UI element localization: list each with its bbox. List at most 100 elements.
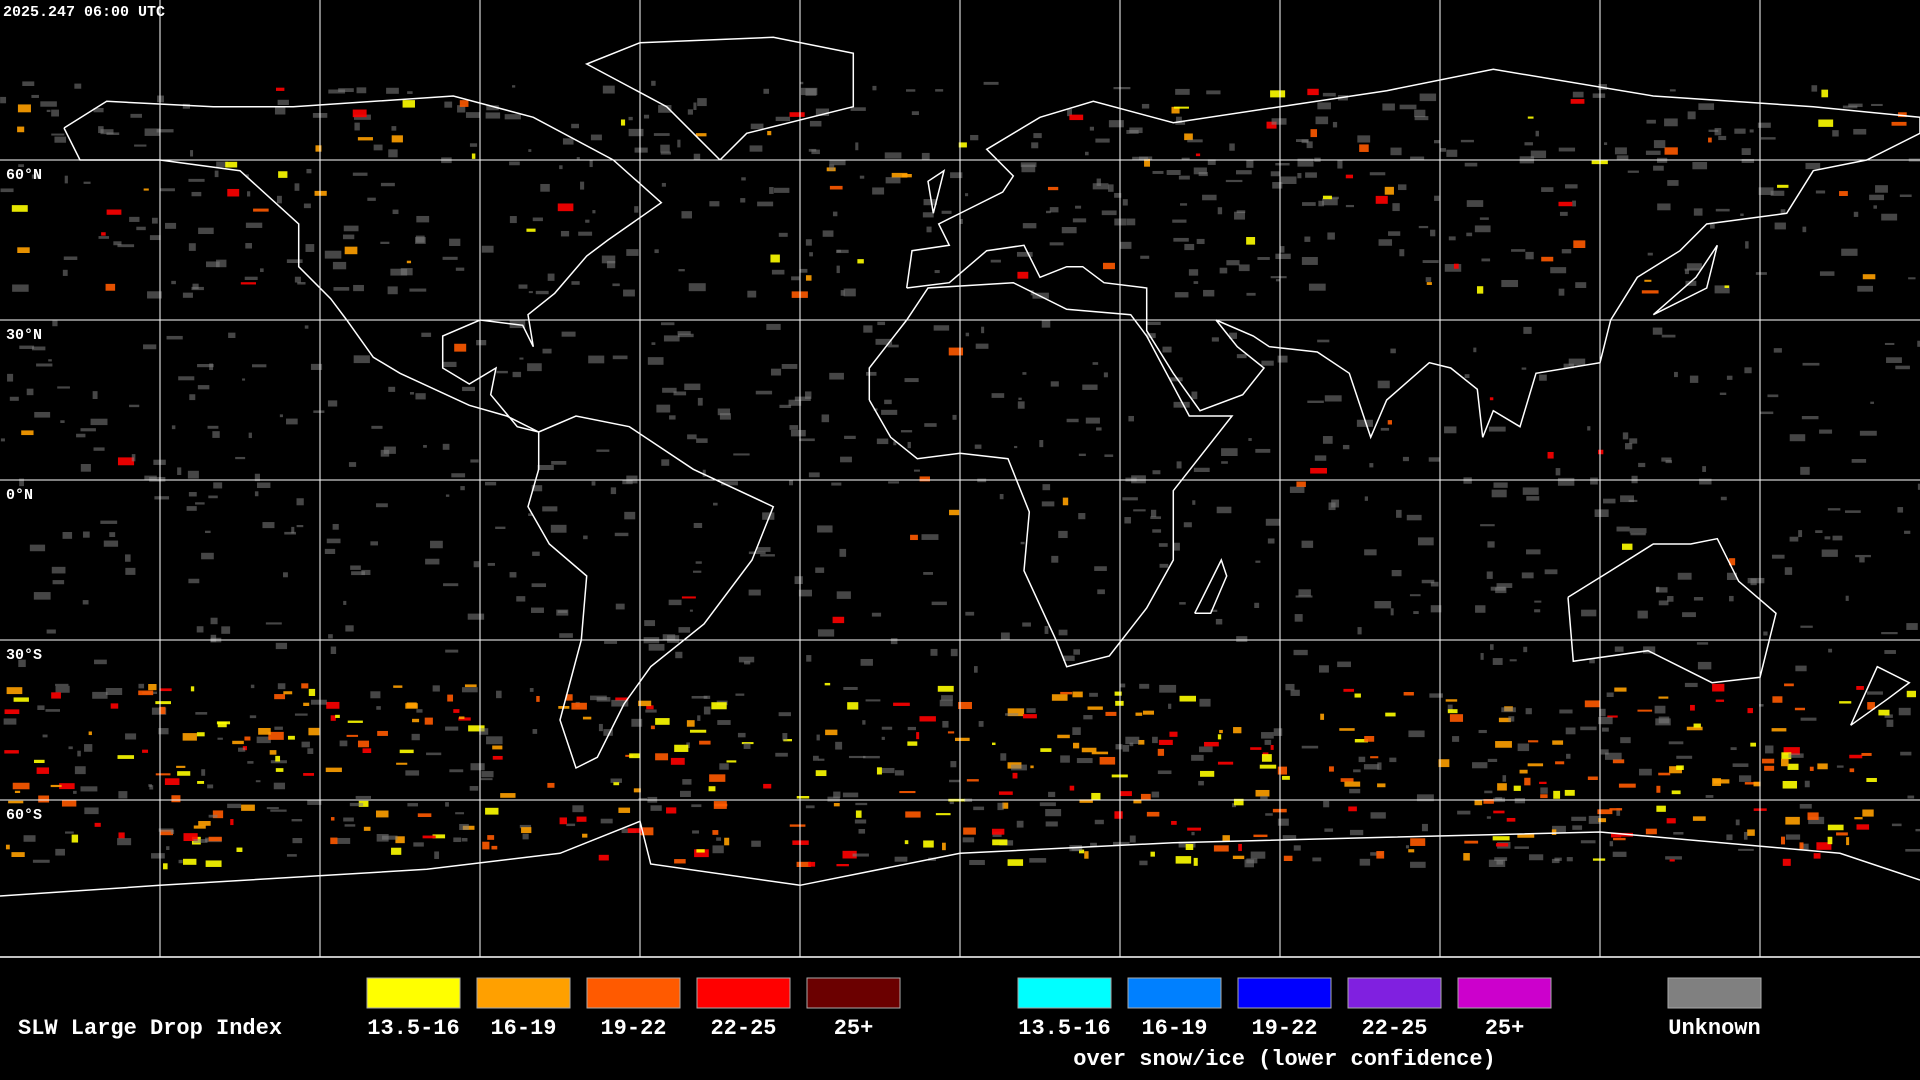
cloud-pixel <box>611 699 629 707</box>
cloud-pixel <box>650 725 655 730</box>
cloud-pixel <box>1327 232 1335 240</box>
cloud-pixel <box>1021 164 1036 173</box>
cloud-pixel <box>519 824 532 829</box>
cloud-pixel <box>1590 477 1598 485</box>
cloud-pixel <box>709 774 726 782</box>
cloud-pixel <box>660 322 675 326</box>
cloud-pixel <box>1119 683 1126 688</box>
cloud-pixel <box>354 114 371 120</box>
cloud-pixel <box>1473 347 1477 353</box>
cloud-pixel <box>388 149 398 158</box>
cloud-pixel <box>1017 271 1029 279</box>
cloud-pixel <box>453 709 460 713</box>
cloud-pixel <box>809 252 813 257</box>
cloud-pixel <box>1234 211 1246 220</box>
cloud-pixel <box>888 481 900 484</box>
cloud-layer <box>0 80 1920 870</box>
cloud-pixel <box>235 456 246 460</box>
cloud-pixel <box>57 386 70 389</box>
cloud-pixel <box>1191 831 1195 836</box>
cloud-pixel <box>694 849 709 858</box>
cloud-pixel <box>241 804 255 811</box>
cloud-pixel <box>792 840 809 845</box>
cloud-pixel <box>1078 513 1086 520</box>
cloud-pixel <box>1789 536 1799 542</box>
cloud-pixel <box>7 373 14 382</box>
cloud-pixel <box>1550 267 1567 274</box>
cloud-pixel <box>242 378 246 381</box>
latitude-label: 30°S <box>6 647 42 664</box>
cloud-pixel <box>519 357 524 360</box>
cloud-pixel <box>80 786 98 792</box>
cloud-pixel <box>148 684 157 691</box>
cloud-pixel <box>1342 444 1350 450</box>
cloud-pixel <box>492 745 503 750</box>
cloud-pixel <box>1448 236 1456 241</box>
cloud-pixel <box>559 165 563 170</box>
cloud-pixel <box>275 755 281 762</box>
cloud-pixel <box>17 104 31 113</box>
cloud-pixel <box>1815 530 1823 534</box>
legend-label: 19-22 <box>600 1016 666 1041</box>
cloud-pixel <box>1449 714 1464 722</box>
cloud-pixel <box>286 259 303 264</box>
cloud-pixel <box>46 629 56 634</box>
cloud-pixel <box>991 828 1005 835</box>
cloud-pixel <box>580 181 585 190</box>
cloud-pixel <box>1029 858 1047 863</box>
cloud-pixel <box>1390 608 1394 616</box>
cloud-pixel <box>817 525 833 533</box>
cloud-pixel <box>230 819 234 826</box>
cloud-pixel <box>90 418 108 426</box>
cloud-pixel <box>805 391 812 399</box>
cloud-pixel <box>678 269 685 272</box>
cloud-pixel <box>1647 252 1653 256</box>
cloud-pixel <box>17 247 30 254</box>
cloud-pixel <box>1565 727 1576 735</box>
cloud-pixel <box>650 805 662 811</box>
cloud-pixel <box>1377 783 1386 788</box>
cloud-pixel <box>1464 162 1478 167</box>
cloud-pixel <box>816 734 820 741</box>
cloud-pixel <box>244 736 251 741</box>
cloud-pixel <box>1058 629 1068 636</box>
cloud-pixel <box>1198 780 1204 786</box>
cloud-pixel <box>1743 831 1748 840</box>
cloud-pixel <box>1426 282 1432 285</box>
cloud-pixel <box>204 530 211 534</box>
cloud-pixel <box>457 105 466 113</box>
cloud-pixel <box>653 133 670 136</box>
cloud-pixel <box>693 570 702 573</box>
coastline <box>868 281 1234 668</box>
cloud-pixel <box>1588 815 1601 824</box>
cloud-pixel <box>811 149 820 155</box>
cloud-pixel <box>808 861 816 867</box>
cloud-pixel <box>110 703 119 709</box>
cloud-pixel <box>303 203 311 209</box>
cloud-pixel <box>1463 853 1470 861</box>
cloud-pixel <box>582 833 588 838</box>
cloud-pixel <box>1353 769 1361 773</box>
cloud-pixel <box>1464 374 1470 379</box>
cloud-pixel <box>1849 768 1855 773</box>
cloud-pixel <box>682 779 692 785</box>
cloud-pixel <box>1275 253 1291 260</box>
cloud-pixel <box>245 174 249 178</box>
cloud-pixel <box>696 849 705 853</box>
cloud-pixel <box>1138 739 1145 745</box>
cloud-pixel <box>250 684 255 689</box>
cloud-pixel <box>335 714 340 718</box>
cloud-pixel <box>1158 739 1173 745</box>
cloud-pixel <box>829 164 835 171</box>
cloud-pixel <box>1643 646 1656 654</box>
cloud-pixel <box>1800 466 1810 475</box>
cloud-pixel <box>362 748 372 754</box>
cloud-pixel <box>59 783 75 790</box>
cloud-pixel <box>1277 355 1288 363</box>
cloud-pixel <box>1126 218 1136 226</box>
cloud-pixel <box>216 161 229 168</box>
cloud-pixel <box>1765 745 1774 754</box>
legend-swatch <box>1347 977 1442 1009</box>
cloud-pixel <box>275 642 288 650</box>
cloud-pixel <box>216 259 227 268</box>
